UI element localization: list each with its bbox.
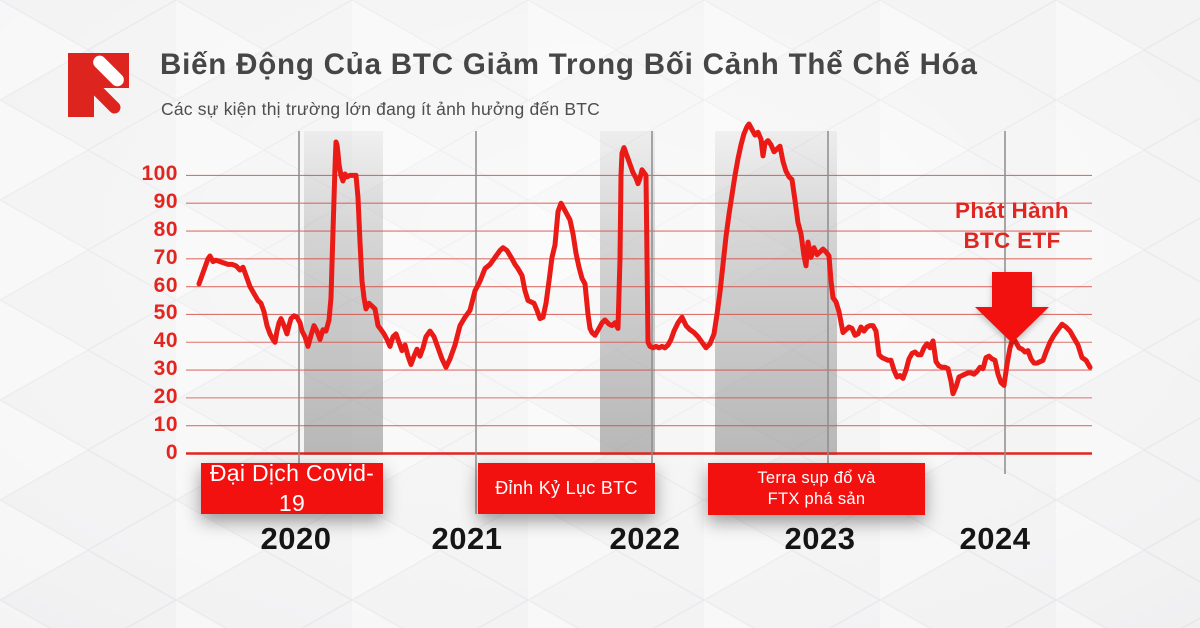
x-axis-label-2024: 2024 bbox=[959, 521, 1031, 556]
y-axis-label-0: 0 bbox=[165, 440, 178, 464]
btc-volatility-line bbox=[196, 121, 1093, 397]
x-axis-label-2020: 2020 bbox=[260, 521, 332, 556]
page-title: Biến Động Của BTC Giảm Trong Bối Cảnh Th… bbox=[160, 48, 978, 81]
y-axis-label-50: 50 bbox=[153, 301, 178, 325]
event-label-covid: Đại Dịch Covid-19 bbox=[201, 460, 383, 516]
y-axis-label-40: 40 bbox=[153, 329, 178, 353]
event-band-covid-crash bbox=[304, 131, 383, 455]
page-subtitle: Các sự kiện thị trường lớn đang ít ảnh h… bbox=[161, 99, 600, 119]
x-axis-label-2022: 2022 bbox=[609, 521, 681, 556]
y-axis-label-80: 80 bbox=[153, 218, 178, 242]
x-axis-label-2021: 2021 bbox=[431, 521, 503, 556]
event-label-ath: Đỉnh Kỷ Lục BTC bbox=[478, 463, 655, 514]
etf-arrow-icon bbox=[975, 272, 1049, 343]
brand-logo bbox=[68, 52, 129, 117]
annotation-etf-label: Phát Hành BTC ETF bbox=[902, 196, 1122, 256]
etf-label-line2: BTC ETF bbox=[963, 228, 1061, 253]
y-axis-label-10: 10 bbox=[153, 412, 178, 436]
y-axis-label-30: 30 bbox=[153, 357, 178, 381]
y-axis-label-100: 100 bbox=[141, 162, 178, 186]
etf-label-line1: Phát Hành bbox=[955, 198, 1069, 223]
y-axis-label-20: 20 bbox=[153, 384, 178, 408]
x-axis-label-2023: 2023 bbox=[784, 521, 856, 556]
y-axis-label-60: 60 bbox=[153, 273, 178, 297]
y-axis-label-70: 70 bbox=[153, 245, 178, 269]
event-label-terra-ftx: Terra sụp đổ và FTX phá sản bbox=[708, 463, 925, 515]
y-axis-label-90: 90 bbox=[153, 190, 178, 214]
